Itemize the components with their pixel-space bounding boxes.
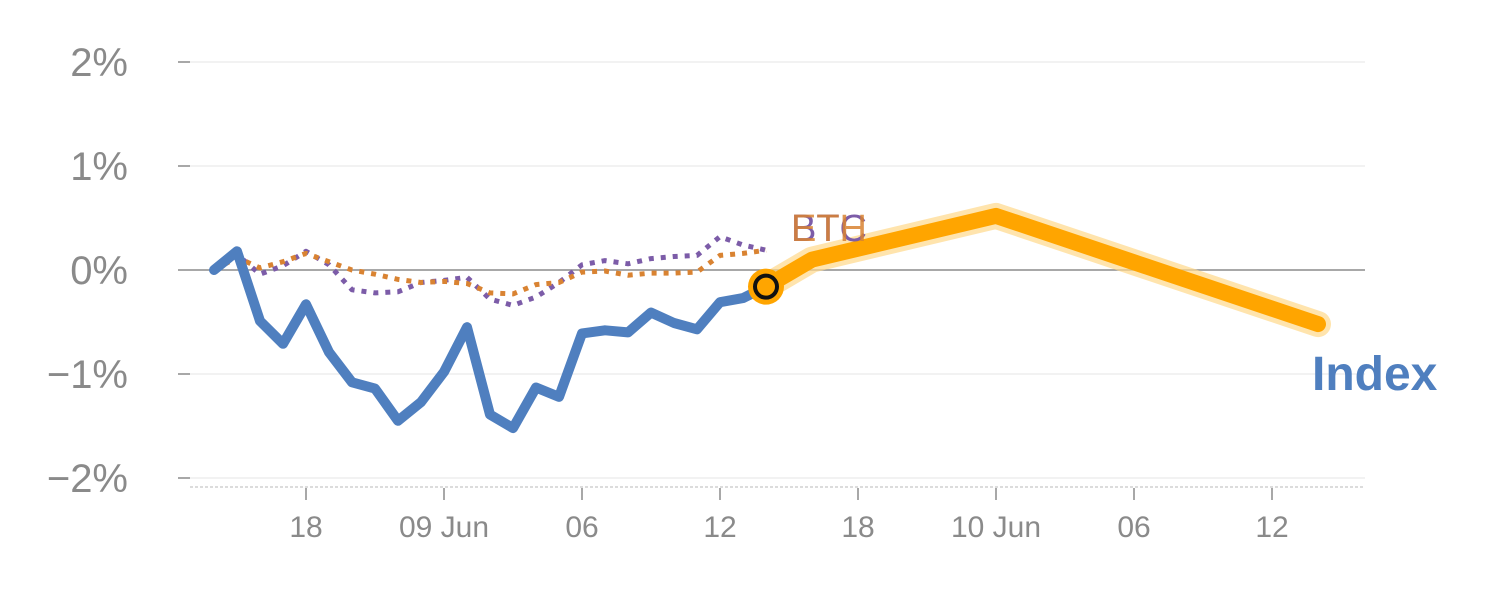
x-tick-label: 12 [1255,511,1288,544]
x-tick-label: 18 [289,511,322,544]
index-line [209,246,771,434]
series-lines [209,202,1331,434]
y-tick-label: 1% [70,145,128,189]
index-forecast-line [758,207,1326,333]
x-tick-label: 06 [1117,511,1150,544]
x-tick-label: 10 Jun [951,511,1041,544]
y-tick-label: 2% [70,41,128,85]
eth-line [212,247,767,297]
current-point-marker [753,273,779,300]
x-tick-label: 06 [565,511,598,544]
index-label: Index [1312,348,1438,401]
btc-label: BTC [791,208,867,250]
series-labels: BTC ETH Index [791,208,1438,401]
x-axis: 18 09 Jun 06 12 18 10 Jun 06 12 [190,486,1365,544]
y-tick-label: −1% [47,353,128,397]
x-tick-label: 18 [841,511,874,544]
y-axis-ticks: 2% 1% 0% −1% −2% [47,41,190,501]
x-tick-label: 12 [703,511,736,544]
y-tick-label: −2% [47,457,128,501]
x-tick-label: 09 Jun [399,511,489,544]
y-tick-label: 0% [70,249,128,293]
eth-label: ETH [791,208,867,250]
